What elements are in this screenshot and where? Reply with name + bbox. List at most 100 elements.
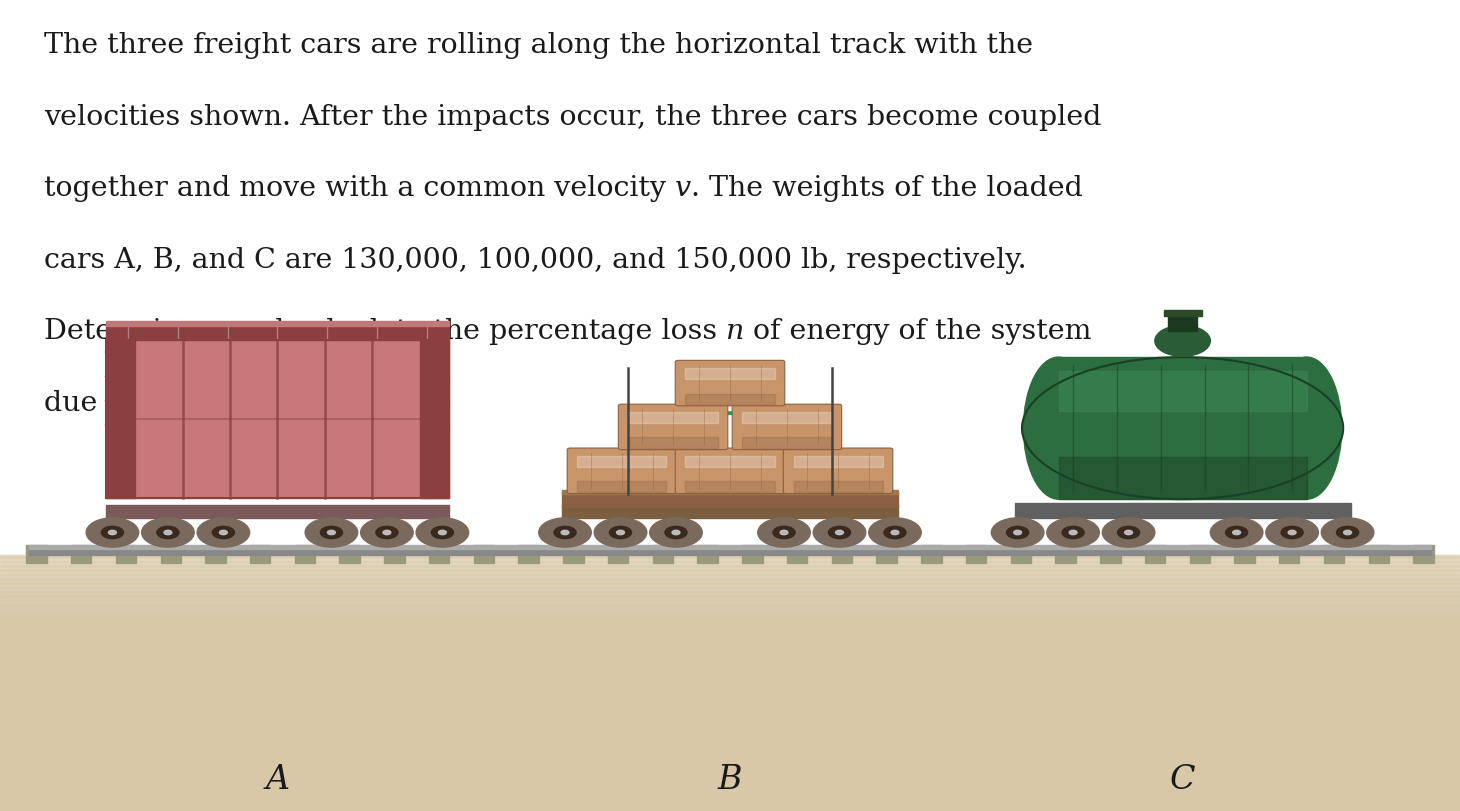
Circle shape	[891, 530, 899, 535]
Bar	[0, 564, 1460, 569]
Circle shape	[664, 526, 688, 539]
Text: and calculate the percentage loss: and calculate the percentage loss	[222, 318, 726, 345]
Bar	[0, 594, 1460, 599]
Bar	[794, 482, 882, 492]
Bar	[562, 505, 898, 518]
Bar	[794, 457, 882, 467]
Circle shape	[835, 530, 844, 535]
Text: Determine: Determine	[44, 318, 206, 345]
Bar	[1324, 546, 1345, 564]
Bar	[832, 546, 853, 564]
Text: The three freight cars are rolling along the horizontal track with the: The three freight cars are rolling along…	[44, 32, 1032, 59]
Bar	[876, 546, 896, 564]
Text: velocities shown. After the impacts occur, the three cars become coupled: velocities shown. After the impacts occu…	[44, 104, 1101, 131]
Bar	[1058, 358, 1307, 500]
Bar	[473, 546, 493, 564]
Bar	[562, 492, 898, 507]
Text: v: v	[675, 175, 691, 202]
Bar	[1010, 546, 1031, 564]
Circle shape	[813, 518, 866, 547]
Bar	[420, 341, 450, 499]
Circle shape	[828, 526, 851, 539]
Circle shape	[1047, 518, 1099, 547]
Circle shape	[650, 518, 702, 547]
Circle shape	[758, 518, 810, 547]
Circle shape	[991, 518, 1044, 547]
Circle shape	[1102, 518, 1155, 547]
Circle shape	[561, 530, 569, 535]
Bar	[29, 546, 1431, 549]
Circle shape	[1225, 526, 1248, 539]
Bar	[0, 586, 1460, 590]
Text: 1 mi/hr: 1 mi/hr	[685, 365, 775, 389]
Circle shape	[327, 530, 336, 535]
Circle shape	[438, 530, 447, 535]
Bar	[743, 438, 832, 448]
Circle shape	[383, 530, 391, 535]
Text: A: A	[266, 762, 289, 795]
Circle shape	[1321, 518, 1374, 547]
Bar	[629, 438, 718, 448]
Bar	[0, 551, 1460, 556]
Bar	[1168, 314, 1197, 332]
Bar	[686, 369, 774, 380]
Circle shape	[197, 518, 250, 547]
Bar	[0, 560, 1460, 564]
Circle shape	[1288, 530, 1296, 535]
Bar	[0, 568, 1460, 573]
Circle shape	[156, 526, 180, 539]
Bar	[1368, 546, 1388, 564]
Bar	[562, 491, 898, 495]
Text: v: v	[206, 318, 222, 345]
Bar	[206, 546, 226, 564]
Circle shape	[1117, 526, 1140, 539]
Circle shape	[1336, 526, 1359, 539]
Circle shape	[416, 518, 469, 547]
Ellipse shape	[1272, 358, 1342, 500]
Circle shape	[539, 518, 591, 547]
Bar	[115, 546, 136, 564]
Bar	[0, 607, 1460, 611]
Circle shape	[553, 526, 577, 539]
Circle shape	[431, 526, 454, 539]
Circle shape	[1210, 518, 1263, 547]
Bar	[578, 457, 666, 467]
Circle shape	[609, 526, 632, 539]
Bar	[629, 413, 718, 423]
Text: cars A, B, and C are 130,000, 100,000, and 150,000 lb, respectively.: cars A, B, and C are 130,000, 100,000, a…	[44, 247, 1026, 273]
Bar	[0, 599, 1460, 603]
Text: B: B	[718, 762, 742, 795]
Bar	[564, 546, 584, 564]
Bar	[1058, 371, 1307, 412]
Bar	[1099, 546, 1120, 564]
FancyBboxPatch shape	[733, 405, 841, 450]
Text: . The weights of the loaded: . The weights of the loaded	[691, 175, 1083, 202]
Bar	[686, 394, 774, 405]
Bar	[787, 546, 807, 564]
Bar	[107, 322, 450, 327]
Circle shape	[219, 530, 228, 535]
Text: C: C	[1169, 762, 1196, 795]
Bar	[250, 546, 270, 564]
Circle shape	[1006, 526, 1029, 539]
Bar	[698, 546, 718, 564]
Circle shape	[772, 526, 796, 539]
Circle shape	[320, 526, 343, 539]
Bar	[107, 341, 450, 499]
FancyBboxPatch shape	[566, 448, 677, 494]
Bar	[1190, 546, 1210, 564]
Bar	[72, 546, 92, 564]
Bar	[742, 546, 762, 564]
Circle shape	[305, 518, 358, 547]
Bar	[1056, 546, 1076, 564]
Bar	[0, 590, 1460, 594]
Bar	[578, 482, 666, 492]
Bar	[107, 324, 450, 341]
Circle shape	[1343, 530, 1352, 535]
Circle shape	[86, 518, 139, 547]
FancyBboxPatch shape	[619, 405, 729, 450]
FancyBboxPatch shape	[675, 361, 785, 406]
Bar	[0, 581, 1460, 586]
Circle shape	[780, 530, 788, 535]
Bar	[107, 341, 450, 499]
